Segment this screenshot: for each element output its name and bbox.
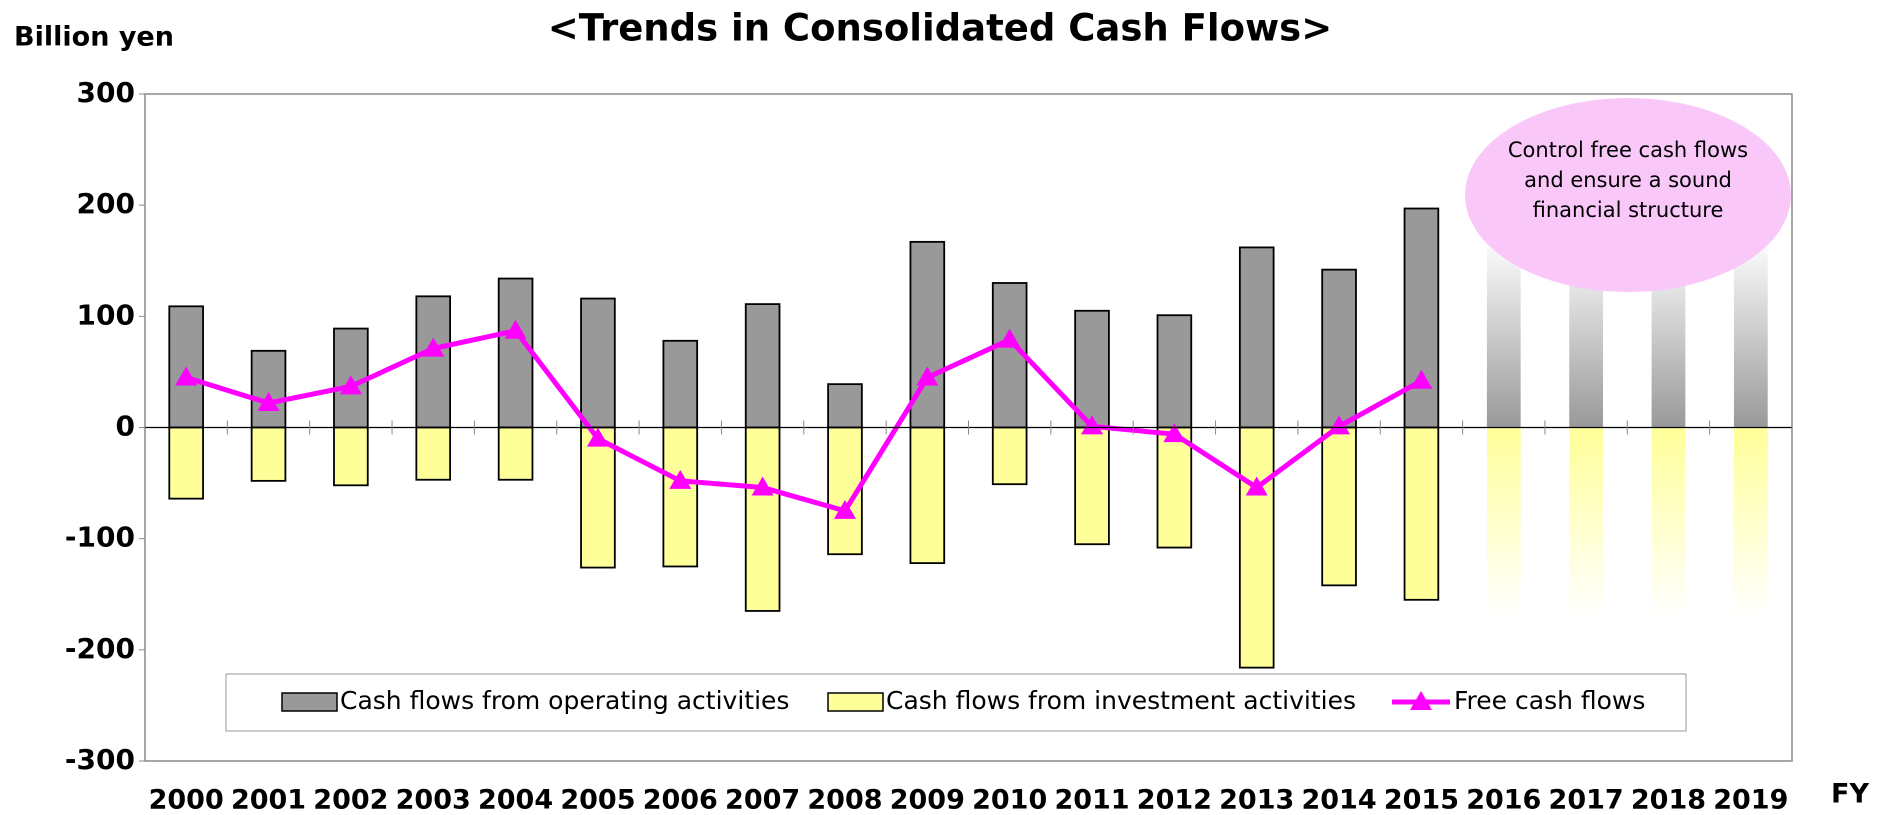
- y-tick-label: 300: [77, 76, 135, 109]
- bar: [415, 426, 452, 481]
- projection-bar: [1486, 237, 1521, 428]
- marker: [1245, 476, 1268, 496]
- y-tick-label: -200: [65, 632, 135, 665]
- bar: [168, 426, 204, 500]
- marker: [339, 375, 362, 395]
- chart-title: <Trends in Consolidated Cash Flows>: [548, 7, 1332, 50]
- annotation-bubble: [1465, 98, 1791, 292]
- marker: [669, 469, 692, 489]
- y-tick-label: -300: [65, 743, 135, 776]
- legend-label: Cash flows from operating activities: [340, 686, 789, 715]
- bar: [333, 426, 369, 487]
- bar: [1074, 426, 1110, 546]
- marker: [586, 427, 609, 447]
- bar: [580, 297, 616, 429]
- y-axis-label: Billion yen: [14, 22, 174, 53]
- x-tick-label: 2006: [643, 785, 718, 815]
- bar: [662, 426, 699, 568]
- bar: [744, 426, 781, 612]
- bar: [1321, 268, 1357, 429]
- bar: [415, 295, 452, 429]
- x-axis-label: FY: [1831, 779, 1869, 810]
- y-tick-label: 0: [116, 410, 135, 443]
- x-tick-label: 2011: [1054, 785, 1129, 815]
- x-tick-label: 2015: [1384, 785, 1459, 815]
- bar: [991, 282, 1028, 429]
- x-tick-label: 2009: [890, 785, 965, 815]
- x-tick-label: 2000: [149, 785, 224, 815]
- marker: [175, 366, 198, 386]
- bar: [1403, 207, 1440, 429]
- bar: [744, 303, 781, 429]
- y-tick-label: 100: [77, 298, 135, 331]
- x-tick-label: 2018: [1631, 785, 1706, 815]
- bar: [1074, 309, 1110, 429]
- x-tick-label: 2001: [231, 785, 306, 815]
- y-tick-label: -100: [65, 521, 135, 554]
- marker: [257, 392, 280, 412]
- projection-bar: [1486, 427, 1521, 618]
- x-tick-label: 2008: [807, 785, 882, 815]
- bar: [1403, 426, 1440, 601]
- y-tick-label: 200: [77, 187, 135, 220]
- legend-swatch: [281, 692, 338, 712]
- x-tick-label: 2003: [396, 785, 471, 815]
- marker: [751, 476, 774, 496]
- marker: [833, 499, 856, 519]
- x-tick-label: 2004: [478, 785, 553, 815]
- bar: [497, 277, 534, 429]
- marker: [1081, 415, 1104, 435]
- marker: [504, 319, 527, 339]
- marker: [1328, 415, 1351, 435]
- legend-swatch: [1410, 691, 1432, 710]
- x-tick-label: 2014: [1301, 785, 1376, 815]
- marker: [1163, 423, 1186, 443]
- bar: [1238, 246, 1275, 429]
- x-tick-label: 2002: [313, 785, 388, 815]
- legend-label: Free cash flows: [1454, 686, 1645, 715]
- bar: [827, 383, 863, 429]
- bar: [1156, 314, 1193, 429]
- x-tick-label: 2013: [1219, 785, 1294, 815]
- bar: [1238, 426, 1275, 669]
- x-tick-label: 2010: [972, 785, 1047, 815]
- projection-bar: [1569, 427, 1604, 618]
- x-tick-label: 2007: [725, 785, 800, 815]
- bar: [497, 426, 534, 481]
- legend-label: Cash flows from investment activities: [886, 686, 1356, 715]
- bar: [1156, 426, 1193, 549]
- marks: [144, 207, 1793, 669]
- bar: [662, 339, 699, 429]
- projection-bar: [1733, 237, 1768, 428]
- projection-bar: [1733, 427, 1768, 618]
- x-tick-label: 2005: [560, 785, 635, 815]
- bar: [250, 426, 287, 482]
- marker: [422, 337, 445, 357]
- bar: [991, 426, 1028, 486]
- bar: [1321, 426, 1357, 587]
- x-tick-label: 2016: [1466, 785, 1541, 815]
- marker: [1410, 369, 1433, 389]
- marker: [916, 366, 939, 386]
- legend-swatch: [827, 692, 884, 712]
- bar: [909, 426, 946, 565]
- bar: [250, 349, 287, 429]
- marker: [998, 328, 1021, 348]
- annotation: Control free cash flows and ensure a sou…: [1507, 138, 1749, 222]
- bar: [580, 426, 616, 569]
- projection-bar: [1651, 427, 1686, 618]
- x-tick-label: 2019: [1713, 785, 1788, 815]
- x-tick-label: 2012: [1137, 785, 1212, 815]
- line: [185, 328, 1423, 514]
- x-tick-label: 2017: [1549, 785, 1624, 815]
